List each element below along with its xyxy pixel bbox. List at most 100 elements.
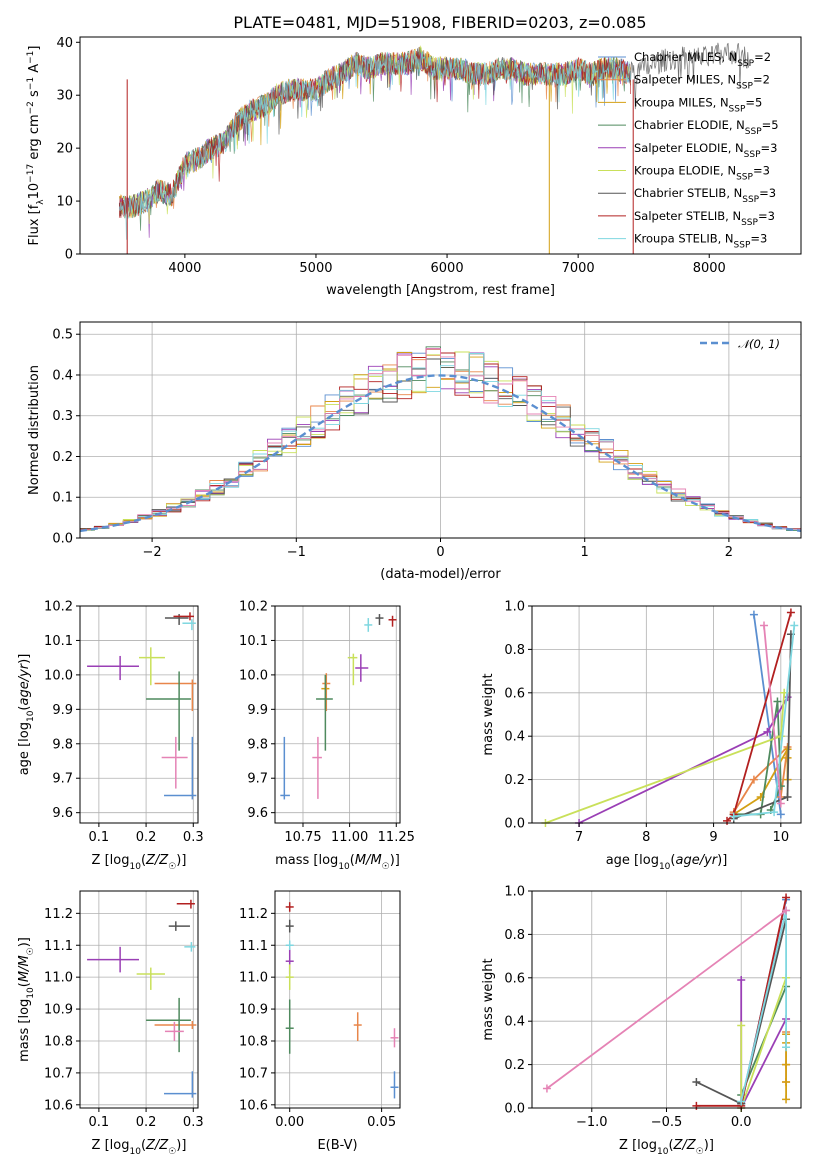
y-tick-label: 10.7 <box>44 1066 73 1081</box>
legend-label-part: =2 <box>753 73 770 87</box>
y-axis-label: mass weight <box>481 673 496 755</box>
legend-label-part: SSP <box>734 241 751 251</box>
legend-label-part: SSP <box>736 173 753 183</box>
x-axis-label: mass [log10(M/M☉)] <box>275 853 400 872</box>
x-tick-label: −2 <box>143 545 162 560</box>
y-tick-label: 10.2 <box>239 600 268 615</box>
x-tick-label: 7000 <box>562 261 595 276</box>
weight-point-marker <box>763 727 772 736</box>
legend-label-part: =5 <box>745 95 762 109</box>
legend-label-part: Kroupa MILES, N <box>634 95 729 109</box>
legend-label: 𝒩(0, 1) <box>738 337 780 351</box>
y-axis-label-part: −2 <box>26 101 36 114</box>
axes-frame <box>79 605 199 824</box>
y-tick-label: 0.6 <box>504 971 525 986</box>
spectrum-panel: 4000 5000 6000 7000 8000 0 10 20 30 40 wavelength … <box>26 36 802 298</box>
weight-point-marker <box>790 621 799 630</box>
x-axis-label: age [log10(age/yr)] <box>606 853 728 872</box>
y-tick-label: 10.8 <box>44 1034 73 1049</box>
y-tick-label: 10.8 <box>239 1034 268 1049</box>
weight-vs-metallicity-panel: −1.0 −0.5 0.0 0.0 0.2 0.4 0.6 0.8 1.0 Z [log10(Z/… <box>481 885 802 1157</box>
x-axis-label-part: ( <box>670 853 675 868</box>
y-tick-label: 10.1 <box>239 634 268 649</box>
weight-point-marker <box>776 732 785 741</box>
y-axis-label-part: 10 <box>26 987 36 999</box>
legend-label-part: SSP <box>729 104 746 114</box>
weight-point-marker <box>776 810 785 819</box>
y-axis-label: Flux [fλ10−17 erg cm−2 s−1 A−1] <box>26 46 46 246</box>
y-tick-label: 10.6 <box>44 1098 73 1113</box>
weight-point-marker <box>749 610 758 619</box>
weight-point-marker <box>782 1077 791 1086</box>
y-tick-label: 10.0 <box>44 668 73 683</box>
age-vs-mass-panel: 10.75 11.00 11.25 9.6 9.7 9.8 9.9 10.0 10.1 10.2 m… <box>239 600 415 873</box>
legend-label-part: =2 <box>754 50 771 64</box>
histogram-step <box>80 348 801 531</box>
legend-label: Chabrier MILES, NSSP=2 <box>634 50 771 69</box>
x-tick-label: 0.05 <box>367 1115 396 1130</box>
y-axis-label-part: Flux [f <box>27 204 42 245</box>
y-tick-label: 0.8 <box>504 928 525 943</box>
y-tick-label: 11.1 <box>44 939 73 954</box>
y-tick-label: 10.6 <box>239 1098 268 1113</box>
y-axis-label-part: s <box>27 90 42 101</box>
y-axis-label: age [log10(age/yr)] <box>17 654 36 776</box>
mass-vs-ebv-panel: 0.00 0.05 10.6 10.7 10.8 10.9 11.0 11.1 11.2 E(B-… <box>239 890 401 1153</box>
x-axis-label-part: ☉ <box>382 862 390 872</box>
y-tick-label: 9.9 <box>247 703 268 718</box>
legend-label-part: Chabrier STELIB, N <box>634 186 742 200</box>
x-axis-label-part: 10 <box>129 1147 141 1157</box>
x-axis-label: Z [log10(Z/Z☉)] <box>92 853 187 872</box>
x-axis-label-part: ( <box>350 853 355 868</box>
x-tick-label: 2 <box>725 545 733 560</box>
x-axis-label-part: age/yr <box>675 853 718 868</box>
weight-line <box>546 909 787 1090</box>
histogram-step <box>80 353 801 531</box>
x-axis-label-part: 10 <box>657 1147 669 1157</box>
y-tick-label: 0.3 <box>52 409 73 424</box>
y-tick-label: 0 <box>65 248 73 263</box>
x-axis-label-part: mass [log <box>275 853 338 868</box>
legend-label: Salpeter MILES, NSSP=2 <box>634 73 770 92</box>
legend-label-part: Salpeter STELIB, N <box>634 209 741 223</box>
x-axis-label-part: )] <box>717 853 727 868</box>
x-tick-label: 0.1 <box>89 830 110 845</box>
y-axis-label-part: λ <box>36 199 46 205</box>
x-axis-label-part: ☉ <box>168 862 176 872</box>
y-axis-label-part: 10 <box>26 710 36 722</box>
legend-label-part: Kroupa STELIB, N <box>634 232 734 246</box>
x-axis-label: Z [log10(Z/Z☉)] <box>619 1138 714 1157</box>
x-axis-label-part: ( <box>141 853 146 868</box>
legend-label-part: SSP <box>737 59 754 69</box>
weight-point-marker <box>737 975 746 984</box>
weight-point-marker <box>749 775 758 784</box>
weight-point-marker <box>760 621 769 630</box>
age-vs-metallicity-panel: 0.1 0.2 0.39.69.79.89.910.010.110.2Z [log1… <box>17 600 204 873</box>
weight-point-marker <box>770 808 779 817</box>
x-tick-label: 9 <box>709 830 717 845</box>
y-axis-label-part: age [log <box>17 722 32 775</box>
legend-label-part: Kroupa ELODIE, N <box>634 164 736 178</box>
x-axis-label-part: ( <box>141 1138 146 1153</box>
legend-label: Kroupa MILES, NSSP=5 <box>634 95 762 114</box>
y-tick-label: 11.0 <box>239 971 268 986</box>
y-axis-label-part: ( <box>17 706 32 711</box>
x-axis-label-part: Z [log <box>92 853 130 868</box>
y-axis-label: mass weight <box>481 958 496 1040</box>
legend-label-part: Chabrier MILES, N <box>634 50 737 64</box>
legend-label-part: SSP <box>745 127 762 137</box>
y-axis-label-part: ( <box>17 982 32 987</box>
weight-point-marker <box>542 1084 551 1093</box>
x-tick-label: 4000 <box>168 261 201 276</box>
x-tick-label: 0.1 <box>89 1115 110 1130</box>
x-tick-label: 10.75 <box>284 830 321 845</box>
y-axis-label: mass [log10(M/M☉)] <box>17 937 36 1062</box>
x-tick-label: −1.0 <box>576 1115 608 1130</box>
x-axis-label: E(B-V) <box>317 1138 357 1153</box>
y-tick-label: 0.4 <box>504 1015 525 1030</box>
y-tick-label: 0.5 <box>52 328 73 343</box>
y-axis-label-part: M/M <box>17 955 32 982</box>
weight-point-marker <box>692 1077 701 1086</box>
y-tick-label: 0.0 <box>504 1102 525 1117</box>
